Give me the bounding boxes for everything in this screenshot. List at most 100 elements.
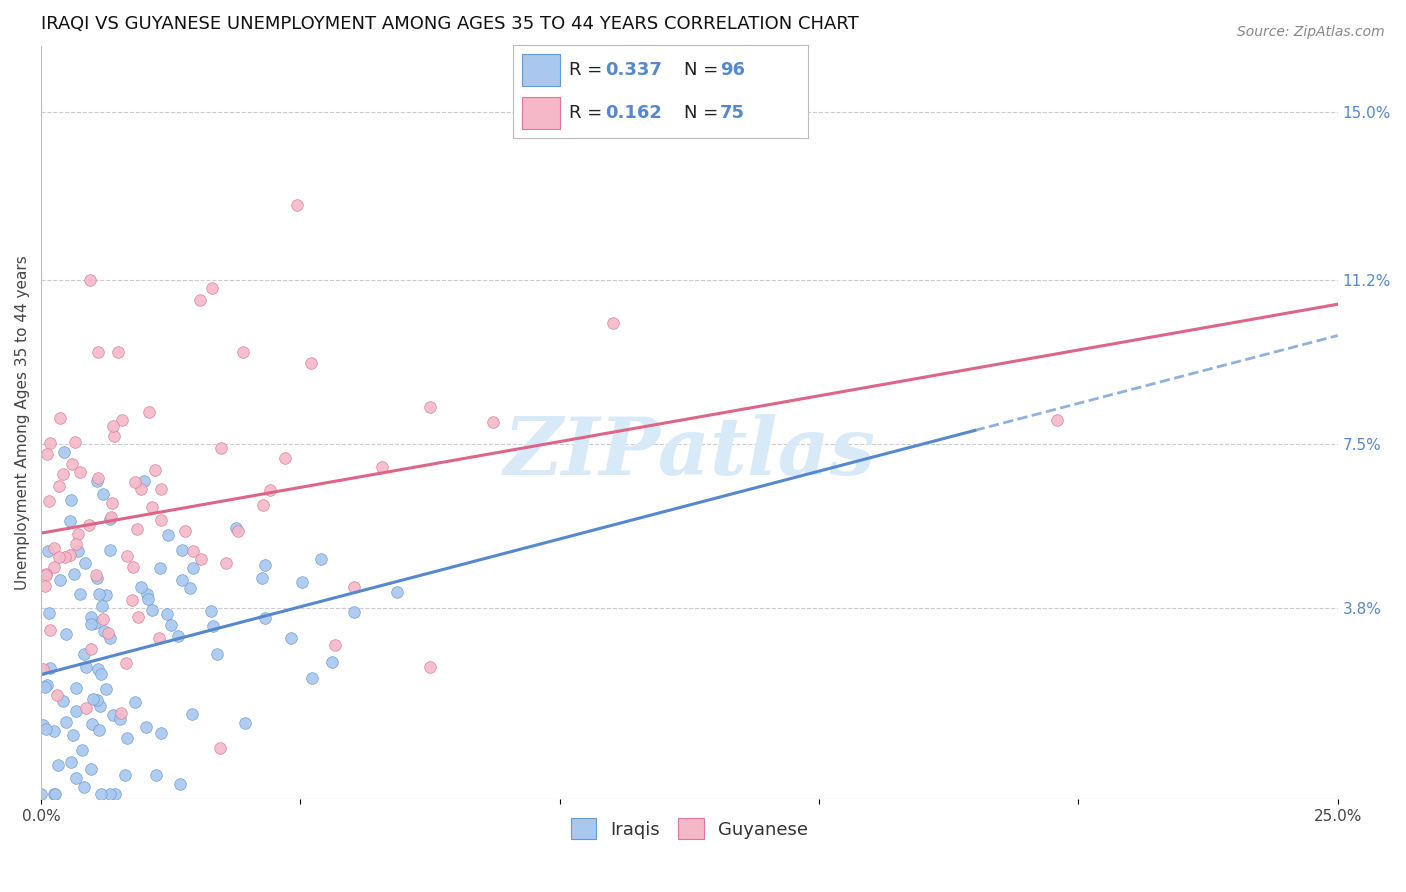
Point [82, 717, 104, 731]
Point [200, 604, 222, 618]
Text: 0.162: 0.162 [605, 104, 662, 122]
Point [321, 655, 343, 669]
Point [100, 788, 122, 802]
Point [150, 513, 173, 527]
Point [70, 742, 93, 756]
Point [89, 587, 111, 601]
Point [66, 543, 89, 558]
Point [35, 568, 58, 582]
Point [190, 552, 212, 566]
Point [90, 788, 112, 802]
Point [145, 768, 167, 782]
Point [259, 483, 281, 497]
Point [32, 662, 55, 676]
Point [129, 580, 152, 594]
Point [38, 606, 60, 620]
Point [233, 715, 256, 730]
Point [200, 280, 222, 294]
Point [90, 599, 112, 613]
Point [188, 293, 211, 308]
Point [35, 723, 58, 737]
Point [148, 632, 170, 646]
Point [89, 699, 111, 714]
Point [122, 560, 145, 574]
Point [124, 695, 146, 709]
Point [274, 450, 297, 465]
Text: IRAQI VS GUYANESE UNEMPLOYMENT AMONG AGES 35 TO 44 YEARS CORRELATION CHART: IRAQI VS GUYANESE UNEMPLOYMENT AMONG AGE… [41, 15, 859, 33]
Point [87, 663, 110, 677]
Point [94, 681, 117, 696]
Point [73, 556, 96, 570]
Point [209, 741, 232, 756]
Point [39, 623, 62, 637]
Point [141, 500, 163, 515]
Point [80, 617, 103, 632]
Point [323, 638, 346, 652]
Point [37, 678, 59, 692]
Point [35, 567, 58, 582]
Point [46, 689, 69, 703]
Point [55, 714, 77, 729]
Point [103, 708, 125, 723]
Point [51, 694, 73, 708]
Point [309, 552, 332, 566]
Point [38, 494, 60, 508]
Point [115, 656, 138, 670]
Point [75, 660, 97, 674]
Point [117, 549, 139, 563]
Point [86, 471, 108, 485]
Point [73, 647, 96, 661]
Point [138, 404, 160, 418]
Point [169, 776, 191, 790]
Point [419, 660, 441, 674]
Point [145, 463, 167, 477]
Point [46, 757, 69, 772]
Point [342, 580, 364, 594]
FancyBboxPatch shape [522, 54, 561, 86]
Point [53, 549, 76, 564]
Point [60, 492, 83, 507]
Point [134, 474, 156, 488]
Point [136, 587, 159, 601]
Point [174, 524, 197, 538]
Point [254, 610, 277, 624]
Point [202, 619, 225, 633]
Point [90, 667, 112, 681]
Point [150, 482, 173, 496]
Point [141, 602, 163, 616]
Point [111, 413, 134, 427]
Point [104, 788, 127, 802]
Point [48, 549, 70, 564]
Point [170, 574, 193, 588]
Point [91, 486, 114, 500]
Point [87, 723, 110, 737]
Point [124, 475, 146, 489]
Point [60, 457, 83, 471]
Point [44, 788, 66, 802]
Point [65, 681, 87, 695]
Point [34, 579, 56, 593]
Point [93, 612, 115, 626]
Point [110, 706, 132, 721]
Point [159, 618, 181, 632]
Text: 0.337: 0.337 [605, 61, 662, 78]
Point [138, 591, 160, 606]
Point [114, 768, 136, 782]
Point [252, 498, 274, 512]
Point [103, 428, 125, 442]
Point [72, 780, 94, 794]
Text: Source: ZipAtlas.com: Source: ZipAtlas.com [1237, 25, 1385, 39]
Point [370, 460, 392, 475]
Text: ZIPatlas: ZIPatlas [503, 414, 876, 491]
Point [107, 345, 129, 359]
Point [37, 543, 59, 558]
Point [232, 345, 254, 359]
Point [285, 198, 308, 212]
Point [84, 615, 107, 630]
Point [98, 512, 121, 526]
Point [52, 445, 75, 459]
Text: R =: R = [569, 104, 609, 122]
Point [87, 345, 110, 359]
Point [69, 465, 91, 479]
Point [80, 642, 103, 657]
